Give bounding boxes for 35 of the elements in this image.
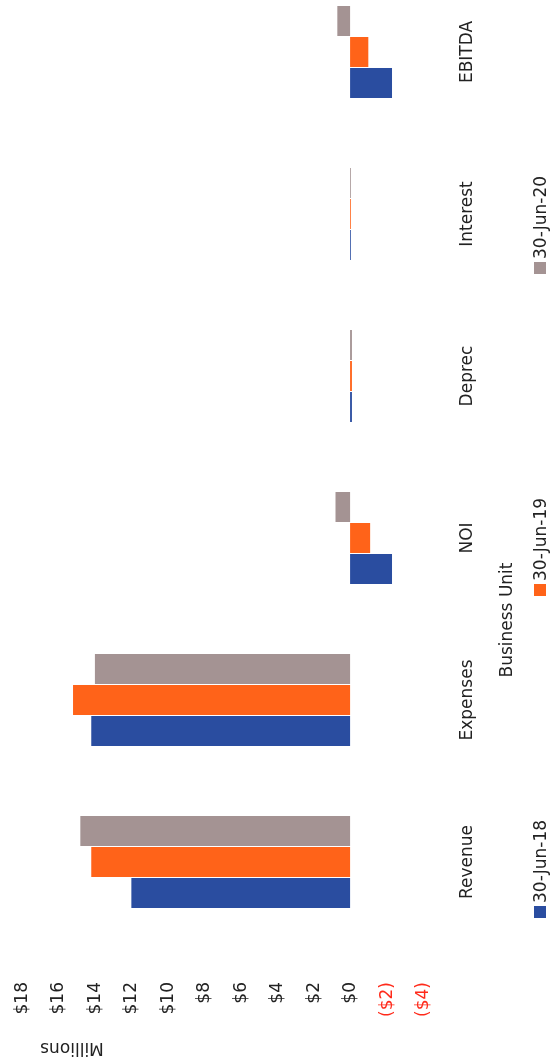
y-tick-label: NOI	[456, 522, 476, 554]
x-tick-label: $4	[266, 982, 287, 1004]
text: 30-Jun-18	[530, 819, 550, 903]
x-axis-title: Millions	[40, 1039, 104, 1059]
x-tick-label: ($4)	[412, 982, 432, 1017]
x-tick-label: $8	[193, 982, 214, 1004]
y-tick-label: Deprec	[456, 345, 476, 407]
x-tick-label: $10	[156, 982, 177, 1015]
bar	[337, 6, 351, 36]
bar	[91, 847, 351, 877]
bar	[94, 654, 351, 684]
y-tick-label: Interest	[456, 180, 476, 247]
x-tick-label: $18	[11, 982, 31, 1015]
bar	[350, 68, 393, 98]
bar	[350, 523, 371, 553]
bar	[73, 685, 351, 715]
text: 30-Jun-20	[530, 175, 550, 259]
x-tick-label: $6	[229, 982, 250, 1004]
y-tick-label: Revenue	[456, 824, 476, 900]
bar	[335, 492, 351, 522]
x-tick-label: $12	[120, 982, 141, 1015]
text: 30-Jun-19	[530, 497, 550, 581]
x-tick-label: $16	[47, 982, 68, 1015]
y-tick-label: Expenses	[456, 659, 476, 741]
bar	[91, 716, 351, 746]
bar	[131, 878, 351, 908]
x-tick-label: $14	[83, 982, 104, 1015]
y-axis-title: Business Unit	[496, 562, 516, 678]
x-tick-label: ($2)	[375, 982, 396, 1017]
bar	[350, 554, 393, 584]
y-tick-label: EBITDA	[456, 20, 476, 84]
x-tick-label: $2	[302, 982, 323, 1004]
x-tick-label: $0	[339, 982, 360, 1004]
bar	[80, 816, 351, 846]
bar	[350, 37, 369, 67]
